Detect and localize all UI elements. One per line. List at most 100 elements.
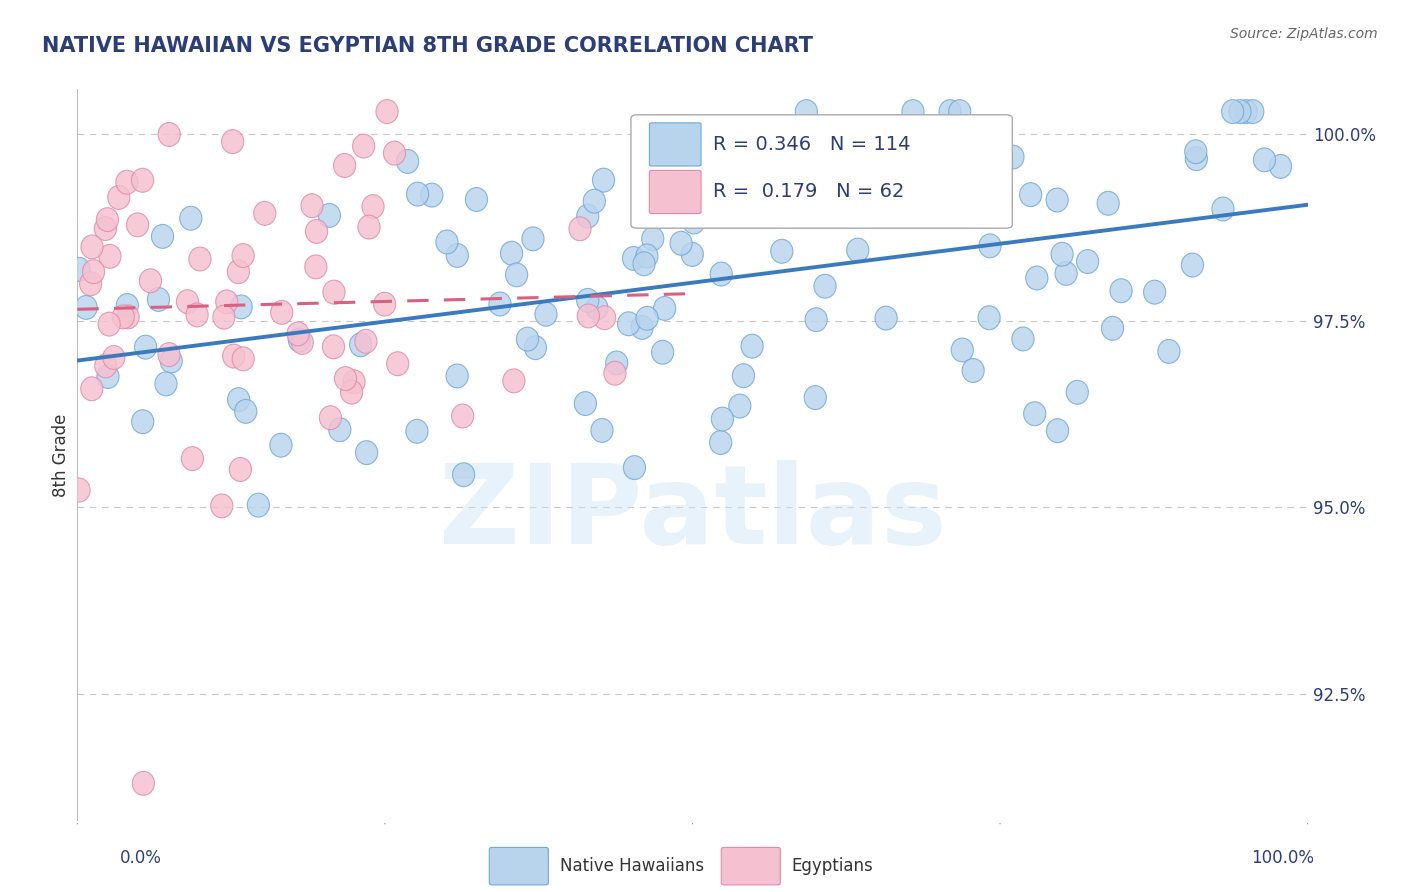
Ellipse shape xyxy=(127,213,149,236)
Ellipse shape xyxy=(212,305,235,329)
Text: 0.0%: 0.0% xyxy=(120,849,162,867)
Ellipse shape xyxy=(682,243,703,267)
Ellipse shape xyxy=(1241,100,1264,123)
Ellipse shape xyxy=(1185,146,1208,170)
Ellipse shape xyxy=(436,230,458,254)
Text: Native Hawaiians: Native Hawaiians xyxy=(560,857,704,875)
Ellipse shape xyxy=(80,272,101,295)
Ellipse shape xyxy=(1046,418,1069,442)
Ellipse shape xyxy=(228,260,249,284)
Ellipse shape xyxy=(1143,280,1166,304)
Ellipse shape xyxy=(1222,100,1244,123)
Ellipse shape xyxy=(420,183,443,207)
Ellipse shape xyxy=(188,247,211,271)
Ellipse shape xyxy=(796,100,817,123)
Ellipse shape xyxy=(301,194,323,218)
Text: Egyptians: Egyptians xyxy=(792,857,873,875)
Ellipse shape xyxy=(305,219,328,244)
Ellipse shape xyxy=(94,217,117,241)
Ellipse shape xyxy=(446,244,468,268)
Ellipse shape xyxy=(576,288,599,312)
Y-axis label: 8th Grade: 8th Grade xyxy=(52,413,70,497)
Ellipse shape xyxy=(387,351,409,376)
Ellipse shape xyxy=(877,174,898,198)
Ellipse shape xyxy=(356,441,378,465)
Ellipse shape xyxy=(181,447,204,471)
Ellipse shape xyxy=(1181,253,1204,277)
Ellipse shape xyxy=(132,772,155,796)
Ellipse shape xyxy=(593,306,616,330)
Ellipse shape xyxy=(647,204,669,228)
Ellipse shape xyxy=(1270,154,1292,178)
Ellipse shape xyxy=(67,257,90,281)
Ellipse shape xyxy=(591,418,613,442)
Ellipse shape xyxy=(522,227,544,251)
Ellipse shape xyxy=(465,187,488,211)
Ellipse shape xyxy=(155,372,177,396)
Ellipse shape xyxy=(654,296,676,320)
Ellipse shape xyxy=(741,334,763,358)
Ellipse shape xyxy=(222,129,243,153)
Ellipse shape xyxy=(335,367,357,391)
Ellipse shape xyxy=(361,194,384,219)
Ellipse shape xyxy=(524,335,547,359)
Ellipse shape xyxy=(160,349,183,373)
Ellipse shape xyxy=(374,293,395,316)
Ellipse shape xyxy=(1185,140,1206,163)
Ellipse shape xyxy=(1054,261,1077,285)
Ellipse shape xyxy=(574,392,596,416)
Ellipse shape xyxy=(98,312,121,336)
Ellipse shape xyxy=(733,364,755,388)
Ellipse shape xyxy=(354,329,377,353)
Ellipse shape xyxy=(636,244,658,268)
Ellipse shape xyxy=(1159,340,1180,363)
Ellipse shape xyxy=(1002,145,1024,169)
Ellipse shape xyxy=(375,100,398,123)
Ellipse shape xyxy=(979,234,1001,258)
Ellipse shape xyxy=(592,169,614,192)
Ellipse shape xyxy=(875,306,897,330)
Ellipse shape xyxy=(287,322,309,346)
FancyBboxPatch shape xyxy=(650,170,702,213)
Ellipse shape xyxy=(623,246,644,270)
Ellipse shape xyxy=(211,494,233,518)
Ellipse shape xyxy=(728,394,751,418)
Ellipse shape xyxy=(406,419,427,443)
Ellipse shape xyxy=(253,202,276,226)
Ellipse shape xyxy=(578,304,599,328)
Ellipse shape xyxy=(247,493,270,517)
Ellipse shape xyxy=(115,170,138,194)
Ellipse shape xyxy=(139,268,162,293)
Ellipse shape xyxy=(709,136,731,159)
Ellipse shape xyxy=(804,385,827,409)
Ellipse shape xyxy=(956,191,979,215)
Ellipse shape xyxy=(1066,380,1088,404)
Ellipse shape xyxy=(359,215,380,239)
Ellipse shape xyxy=(67,478,90,502)
Ellipse shape xyxy=(112,305,135,329)
Ellipse shape xyxy=(353,134,375,158)
Ellipse shape xyxy=(664,166,686,190)
Ellipse shape xyxy=(446,364,468,388)
Ellipse shape xyxy=(288,328,311,352)
Ellipse shape xyxy=(117,293,138,318)
Ellipse shape xyxy=(683,210,704,234)
Ellipse shape xyxy=(271,301,292,325)
Ellipse shape xyxy=(1101,317,1123,340)
Ellipse shape xyxy=(516,327,538,351)
Ellipse shape xyxy=(406,182,429,206)
Ellipse shape xyxy=(631,316,654,339)
Ellipse shape xyxy=(305,255,328,279)
Ellipse shape xyxy=(340,380,363,404)
Ellipse shape xyxy=(343,370,366,393)
Ellipse shape xyxy=(215,290,238,314)
Ellipse shape xyxy=(1097,192,1119,215)
Ellipse shape xyxy=(97,208,118,232)
Ellipse shape xyxy=(1012,327,1033,351)
Ellipse shape xyxy=(83,260,104,284)
Ellipse shape xyxy=(617,312,640,335)
Ellipse shape xyxy=(506,263,527,287)
Ellipse shape xyxy=(952,338,973,362)
Ellipse shape xyxy=(606,351,627,375)
Ellipse shape xyxy=(384,141,405,165)
